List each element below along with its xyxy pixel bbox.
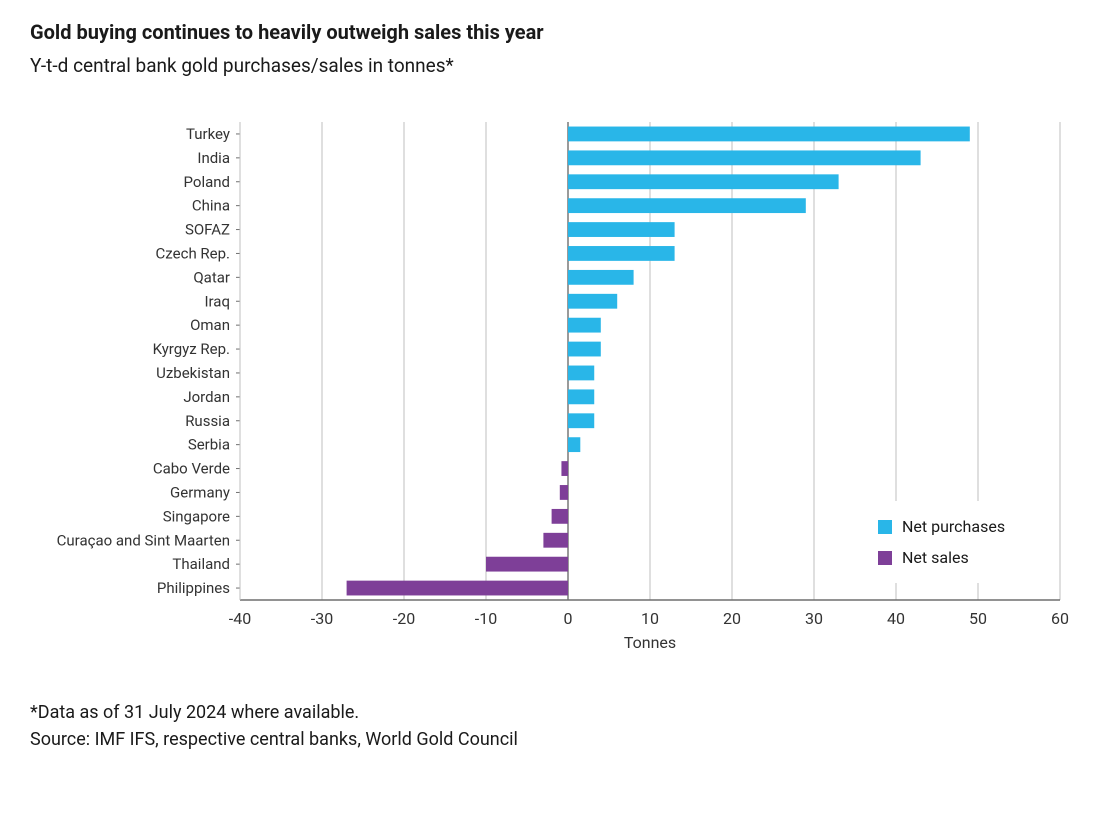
category-label: Iraq xyxy=(204,292,230,310)
category-label: Thailand xyxy=(172,555,230,573)
bar-positive xyxy=(568,294,617,309)
x-tick-label: -20 xyxy=(393,609,415,628)
chart-subtitle: Y-t-d central bank gold purchases/sales … xyxy=(30,54,1070,77)
category-label: Czech Rep. xyxy=(156,244,230,262)
legend-swatch xyxy=(878,520,892,534)
category-label: Singapore xyxy=(163,507,230,525)
category-label: Russia xyxy=(185,412,230,430)
legend-item: Net purchases xyxy=(878,511,1005,542)
bar-positive xyxy=(568,222,675,237)
bar-negative xyxy=(486,557,568,572)
category-label: SOFAZ xyxy=(185,221,230,239)
chart-container: Gold buying continues to heavily outweig… xyxy=(0,0,1100,820)
bar-positive xyxy=(568,127,970,142)
category-label: India xyxy=(197,149,230,167)
category-label: Jordan xyxy=(183,388,230,406)
x-tick-label: 50 xyxy=(969,609,987,628)
legend-label: Net sales xyxy=(902,548,969,567)
bar-chart-svg: -40 -30 -20 -10 0 10 20 30 40 50 60 Tonnes Turkey Ind… xyxy=(30,107,1070,667)
category-label: China xyxy=(192,197,230,215)
x-tick-label: 20 xyxy=(723,609,741,628)
category-label: Philippines xyxy=(157,579,230,597)
category-label: Turkey xyxy=(186,125,230,143)
bar-positive xyxy=(568,437,580,452)
category-label: Poland xyxy=(184,173,230,191)
bar-positive xyxy=(568,198,806,213)
x-tick-label: -40 xyxy=(229,609,251,628)
bar-positive xyxy=(568,389,594,404)
legend-swatch xyxy=(878,551,892,565)
bar-positive xyxy=(568,366,594,381)
category-label: Cabo Verde xyxy=(153,460,230,478)
category-label: Kyrgyz Rep. xyxy=(153,340,230,358)
x-axis-title: Tonnes xyxy=(624,633,676,652)
category-label: Curaçao and Sint Maarten xyxy=(57,531,230,549)
x-tick-label: 60 xyxy=(1051,609,1069,628)
category-label: Serbia xyxy=(188,436,230,454)
bar-negative xyxy=(561,461,568,476)
x-tick-label: 30 xyxy=(805,609,823,628)
x-tick-label: 0 xyxy=(564,609,573,628)
legend-item: Net sales xyxy=(878,542,1005,573)
x-tick-label: 10 xyxy=(641,609,659,628)
bar-negative xyxy=(347,581,568,596)
category-label: Oman xyxy=(190,316,230,334)
bar-positive xyxy=(568,150,921,165)
bar-negative xyxy=(543,533,568,548)
legend-label: Net purchases xyxy=(902,517,1005,536)
category-label: Uzbekistan xyxy=(156,364,230,382)
category-label: Qatar xyxy=(193,268,230,286)
bar-positive xyxy=(568,270,634,285)
bar-positive xyxy=(568,174,839,189)
x-tick-label: -30 xyxy=(311,609,333,628)
legend: Net purchases Net sales xyxy=(860,501,1023,583)
x-tick-label: 40 xyxy=(887,609,905,628)
bar-negative xyxy=(560,485,568,500)
x-tick-label: -10 xyxy=(475,609,497,628)
source-line: Source: IMF IFS, respective central bank… xyxy=(30,729,1070,750)
bar-positive xyxy=(568,246,675,261)
bar-negative xyxy=(552,509,568,524)
chart-area: -40 -30 -20 -10 0 10 20 30 40 50 60 Tonnes Turkey Ind… xyxy=(30,107,1070,667)
bar-positive xyxy=(568,413,594,428)
footnote: *Data as of 31 July 2024 where available… xyxy=(30,702,1070,723)
bar-positive xyxy=(568,318,601,333)
bar-positive xyxy=(568,342,601,357)
category-label: Germany xyxy=(170,483,230,501)
chart-title: Gold buying continues to heavily outweig… xyxy=(30,20,1070,44)
